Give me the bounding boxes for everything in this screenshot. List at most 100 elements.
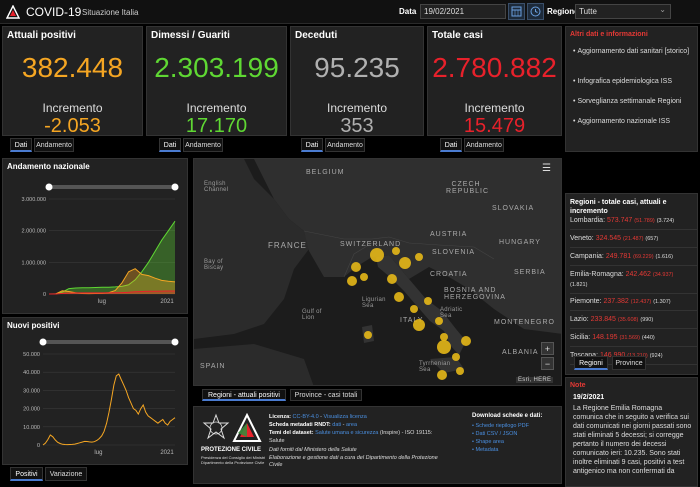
nuovi-positivi-panel: Nuovi positivi 0 10.000 20.000 30.000 40.000…: [2, 317, 188, 465]
download-csv-link[interactable]: • Dati CSV / JSON: [472, 431, 518, 437]
link-dati-sanitari[interactable]: • Aggiornamento dati sanitari [storico]: [573, 48, 690, 55]
andamento-chart: 0 1.000.000 2.000.000 3.000.000 lug 2021: [22, 183, 179, 305]
range-slider-end-handle[interactable]: [171, 338, 179, 346]
emblem-italy-icon: [202, 413, 230, 440]
bubble-sardegna: [364, 331, 372, 339]
date-input[interactable]: 19/02/2021: [420, 4, 506, 19]
tab-positivi[interactable]: Positivi: [10, 467, 43, 481]
tab-andamento[interactable]: Andamento: [464, 138, 504, 152]
tab-dati[interactable]: Dati: [440, 138, 462, 152]
regions-panel: Regioni - totale casi, attuali e increme…: [565, 193, 698, 375]
range-slider-end-handle[interactable]: [171, 183, 179, 191]
notes-panel: Note 19/2/2021 La Regione Emilia Romagna…: [565, 377, 698, 487]
map-panel[interactable]: BELGIUM CZECH REPUBLIC SLOVAKIA FRANCE S…: [193, 158, 562, 386]
stat-title: Attuali positivi: [7, 30, 76, 41]
bubble-piemonte: [351, 262, 361, 272]
link-sorveglianza[interactable]: • Sorveglianza settimanale Regioni: [573, 98, 682, 105]
map-legend-button[interactable]: ☰: [542, 163, 551, 174]
stat-increment-value: 17.170: [185, 115, 248, 137]
range-slider-track[interactable]: [49, 185, 175, 189]
x-tick-label: 2021: [160, 299, 174, 305]
tab-province-casi[interactable]: Province - casi totali: [290, 389, 362, 401]
date-label: Data: [399, 7, 417, 16]
y-tick-label: 10.000: [23, 425, 40, 431]
map-attribution: Esri, HERE: [516, 377, 554, 383]
y-tick-label: 40.000: [23, 370, 40, 376]
tab-andamento[interactable]: Andamento: [183, 138, 223, 152]
stat-title: Deceduti: [295, 30, 338, 41]
download-pdf-link[interactable]: • Schede riepilogo PDF: [472, 423, 529, 429]
region-row-piemonte[interactable]: Piemonte: 237.382 (12.437) (1.307): [570, 297, 698, 311]
region-select[interactable]: Tutte ⌄: [575, 4, 671, 19]
map-label-montenegro: MONTENEGRO: [494, 319, 555, 326]
region-row-sicilia[interactable]: Sicilia: 148.195 (31.569) (440): [570, 333, 698, 347]
download-metadata-link[interactable]: • Metadata: [472, 447, 499, 453]
stat-dimessi-guariti: Dimessi / Guariti 2.303.199 Incremento 1…: [146, 26, 287, 137]
range-slider-track[interactable]: [43, 340, 175, 344]
latest-button[interactable]: [527, 3, 544, 20]
download-shape-link[interactable]: • Shape area: [472, 439, 504, 445]
tab-regioni-attuali[interactable]: Regioni - attuali positivi: [202, 389, 286, 401]
tab-variazione[interactable]: Variazione: [45, 467, 87, 481]
zoom-out-button[interactable]: −: [541, 357, 554, 370]
region-row-emilia-romagna[interactable]: Emilia-Romagna: 242.462 (34.937) (1.821): [570, 270, 698, 294]
range-slider-start-handle[interactable]: [45, 183, 53, 191]
x-tick-label: lug: [98, 299, 106, 305]
stat-title: Dimessi / Guariti: [151, 30, 230, 41]
stat-value: 2.303.199: [154, 52, 279, 83]
map-label-tyrrhenian: Tyrrhenian Sea: [419, 361, 451, 373]
y-tick-label: 0: [43, 292, 46, 298]
region-row-campania[interactable]: Campania: 249.781 (69.229) (1.616): [570, 252, 698, 266]
stat-increment-label: Incremento: [326, 101, 388, 115]
stat-deceduti: Deceduti 95.235 Incremento 353: [290, 26, 424, 137]
stat-title: Totale casi: [432, 30, 483, 41]
map-label-ligurian: Ligurian Sea: [362, 297, 386, 309]
stat-increment-value: 15.479: [463, 115, 526, 137]
andamento-title: Andamento nazionale: [7, 162, 90, 171]
map-label-croatia: CROATIA: [430, 271, 468, 278]
nuovi-positivi-title: Nuovi positivi: [7, 321, 60, 330]
tab-dati[interactable]: Dati: [301, 138, 323, 152]
bubble-lazio: [413, 319, 425, 331]
stat-totale-casi: Totale casi 2.780.882 Incremento 15.479: [427, 26, 562, 137]
region-label: Regione: [547, 7, 579, 16]
zoom-in-button[interactable]: +: [541, 342, 554, 355]
y-tick-label: 3.000.000: [22, 197, 46, 203]
bubble-puglia: [461, 336, 471, 346]
bubble-liguria: [347, 276, 357, 286]
map-basemap: [194, 159, 561, 385]
map-label-spain: SPAIN: [200, 363, 226, 370]
tab-dati[interactable]: Dati: [10, 138, 32, 152]
region-row-lazio[interactable]: Lazio: 233.845 (35.608) (990): [570, 315, 698, 329]
date-value: 19/02/2021: [424, 7, 465, 16]
range-slider-start-handle[interactable]: [39, 338, 47, 346]
region-row-veneto[interactable]: Veneto: 324.545 (21.487) (657): [570, 234, 698, 248]
link-infografica-iss[interactable]: • Infografica epidemiologica ISS: [573, 78, 673, 85]
y-tick-label: 50.000: [23, 352, 40, 358]
stat-increment-value: 353: [340, 115, 374, 137]
y-tick-label: 1.000.000: [22, 260, 46, 266]
links-panel: Altri dati e informazioni • Aggiornamento…: [565, 26, 698, 152]
tab-province[interactable]: Province: [612, 356, 646, 370]
series-line-0: [49, 220, 176, 295]
bubble-umbria: [410, 305, 418, 313]
tab-andamento[interactable]: Andamento: [325, 138, 365, 152]
series-line-0: [42, 373, 176, 446]
link-aggiornamento-iss[interactable]: • Aggiornamento nazionale ISS: [573, 118, 671, 125]
map-label-switzerland: SWITZERLAND: [340, 241, 402, 248]
regions-title: Regioni - totale casi, attuali e increme…: [570, 199, 667, 215]
calendar-icon: [511, 6, 522, 17]
map-label-slovenia: SLOVENIA: [432, 249, 476, 256]
tab-dati[interactable]: Dati: [159, 138, 181, 152]
notes-date: 19/2/2021: [573, 394, 605, 401]
tab-andamento[interactable]: Andamento: [34, 138, 74, 152]
y-tick-label: 30.000: [23, 388, 40, 394]
bubble-calabria: [456, 367, 464, 375]
fonti-line: Dati forniti dal Ministero della Salute: [269, 447, 357, 453]
tab-regioni[interactable]: Regioni: [574, 356, 608, 370]
temi-line: Temi del dataset: Salute umana e sicurez…: [269, 430, 433, 436]
region-row-lombardia[interactable]: Lombardia: 573.747 (51.789) (3.724): [570, 216, 698, 230]
calendar-button[interactable]: [508, 3, 525, 20]
map-label-bosnia: BOSNIA AND HERZEGOVINA: [444, 287, 506, 301]
bubble-trentino: [392, 247, 400, 255]
